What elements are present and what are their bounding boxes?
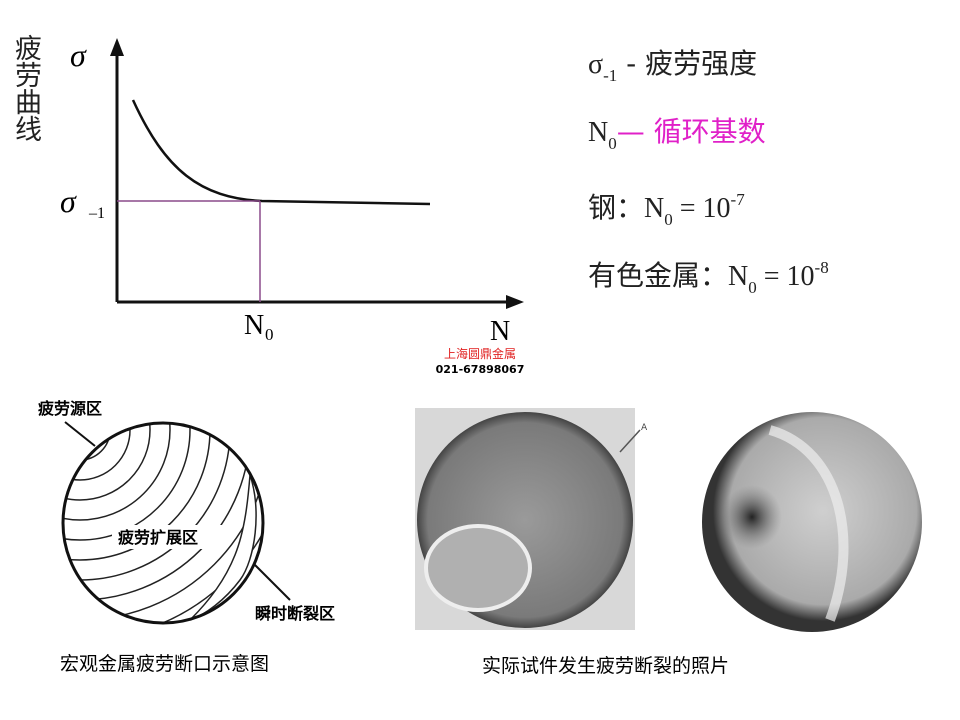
legend-text: -1 <box>603 66 618 85</box>
legend-text: -8 <box>814 258 829 277</box>
x-symbol: N <box>490 316 510 347</box>
schematic-caption: 宏观金属疲劳断口示意图 <box>60 653 269 675</box>
legend-text: = 10 <box>756 261 815 292</box>
legend-text: 钢： <box>588 191 645 224</box>
pointer <box>64 421 96 447</box>
final-zone-label: 瞬时断裂区 <box>255 604 335 623</box>
pointer <box>619 429 641 453</box>
legend-text: N <box>588 117 609 148</box>
photo-marker: A <box>641 423 648 433</box>
photo-2-arc <box>768 425 849 622</box>
arrow <box>506 295 524 309</box>
photos-caption: 实际试件发生疲劳断裂的照片 <box>482 655 729 677</box>
legend-text: 0 <box>664 210 673 229</box>
legend-text: = 10 <box>672 193 731 224</box>
n0-label: N <box>244 310 264 341</box>
arrow <box>110 38 124 56</box>
propagation-zone-label: 疲劳扩展区 <box>118 528 198 547</box>
watermark-phone: 021-67898067 <box>436 363 525 376</box>
legend-text: -7 <box>730 190 745 209</box>
source-zone-label: 疲劳源区 <box>38 399 102 418</box>
legend-text: σ <box>588 49 604 80</box>
photo-1-origin <box>424 524 532 612</box>
y-symbol: σ <box>70 37 87 73</box>
y-axis-title: 疲劳曲线 <box>10 34 41 142</box>
legend-text: 0 <box>748 278 757 297</box>
legend-row: 钢：N0 = 10-7 <box>588 180 829 248</box>
legend-text: N <box>728 261 749 292</box>
photo-2-specimen <box>702 412 922 632</box>
legend-text: N <box>644 193 665 224</box>
watermark-company: 上海圆鼎金属 <box>444 346 516 361</box>
legend-text: 0 <box>608 134 617 153</box>
photo-2-origin <box>722 485 782 549</box>
legend-row: 有色金属：N0 = 10-8 <box>588 248 829 316</box>
legend-row: σ-1 - 疲劳强度 <box>588 44 829 112</box>
legend-text: 有色金属： <box>588 259 729 292</box>
curve-axes <box>115 50 512 304</box>
pointer <box>254 564 291 601</box>
legend: σ-1 - 疲劳强度 N0— 循环基数 钢：N0 = 10-7 有色金属：N0 = 1… <box>588 44 829 316</box>
legend-row: N0— 循环基数 <box>588 112 829 180</box>
fatigue-curve <box>131 99 431 206</box>
legend-text: — 循环基数 <box>616 115 766 148</box>
limit-symbol: σ <box>60 183 77 219</box>
n0-subscript: 0 <box>265 325 274 344</box>
legend-text: - 疲劳强度 <box>617 47 758 80</box>
specimen-outline <box>61 421 265 625</box>
limit-subscript: –1 <box>88 205 105 222</box>
label-bg <box>112 525 224 549</box>
